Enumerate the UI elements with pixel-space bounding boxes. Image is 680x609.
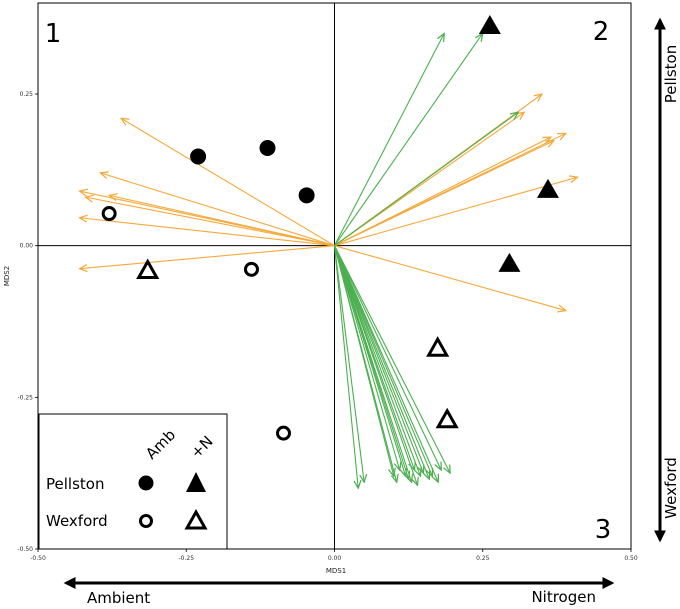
wexford-amb-point-3 <box>276 425 292 441</box>
orange-vector-13 <box>334 177 578 247</box>
pellston-amb-point-1 <box>190 148 207 165</box>
orange-vector-9 <box>334 112 525 247</box>
gradient-label-ambient: Ambient <box>87 589 150 607</box>
gradient-label-nitrogen: Nitrogen <box>531 588 596 606</box>
gradient-label-wexford: Wexford <box>662 457 680 519</box>
pellston-n-point-3 <box>498 252 521 272</box>
quadrant-label-2: 2 <box>593 17 610 47</box>
x-tick-label-2: -0.25 <box>178 555 194 562</box>
x-tick-label-3: 0.00 <box>328 555 342 562</box>
wexford-n-point-2 <box>426 336 450 357</box>
green-vector-11 <box>333 245 412 483</box>
pellston-n-point-1 <box>478 15 501 35</box>
green-vector-19 <box>334 245 442 470</box>
x-axis-label: MDS1 <box>326 567 346 575</box>
orange-vector-1 <box>121 118 335 247</box>
y-axis-label: MDS2 <box>3 266 11 286</box>
legend: Amb +N Pellston Wexford <box>38 413 228 550</box>
green-vector-20 <box>334 245 451 473</box>
orange-vector-14 <box>334 245 566 311</box>
wexford-amb-point-2 <box>243 261 259 277</box>
green-vector-5 <box>333 245 365 483</box>
x-tick-label-4: 0.25 <box>476 555 490 562</box>
legend-marker-pellston-n <box>186 472 206 492</box>
x-tick-label-5: 0.50 <box>624 555 638 562</box>
green-vector-13 <box>333 245 418 486</box>
gradient-label-pellston: Pellston <box>662 45 680 103</box>
orange-vector-4 <box>85 197 335 247</box>
green-vector-3 <box>334 112 519 247</box>
pellston-amb-point-2 <box>259 139 276 156</box>
wexford-n-point-1 <box>136 258 160 280</box>
wexford-amb-point-1 <box>101 206 117 222</box>
green-vector-1 <box>334 33 445 246</box>
green-vector-7 <box>333 245 397 483</box>
legend-row-pellston: Pellston <box>46 475 104 493</box>
x-tick-label-1: -0.50 <box>30 555 46 562</box>
site-points <box>101 15 559 441</box>
pellston-n-point-2 <box>536 178 559 198</box>
orange-vector-7 <box>80 245 335 269</box>
orange-vector-5 <box>109 195 335 247</box>
green-vector-16 <box>333 245 430 480</box>
legend-marker-wexford-n <box>184 508 208 530</box>
y-tick-label-1: 0.25 <box>20 91 34 98</box>
species-vectors <box>80 33 578 488</box>
axis-ticks: -0.50 -0.25 0.00 0.25 0.50 0.25 0.00 -0.25 -0.50 <box>17 91 637 562</box>
quadrant-label-3: 3 <box>595 515 612 545</box>
legend-marker-wexford-amb <box>139 514 153 528</box>
pellston-amb-point-3 <box>298 187 315 204</box>
orange-vector-2 <box>100 173 335 247</box>
green-vector-8 <box>333 245 400 470</box>
orange-vector-6 <box>80 218 335 247</box>
green-vector-14 <box>333 245 421 477</box>
green-vector-18 <box>333 245 439 483</box>
green-vector-4 <box>333 245 359 489</box>
legend-row-wexford: Wexford <box>46 512 108 530</box>
y-tick-label-4: -0.50 <box>17 546 33 553</box>
y-tick-label-2: 0.00 <box>20 243 34 250</box>
orange-vector-12 <box>334 141 554 247</box>
y-tick-label-3: -0.25 <box>17 394 33 401</box>
green-vector-2 <box>334 33 483 246</box>
wexford-n-point-3 <box>435 407 459 429</box>
legend-marker-pellston-amb <box>138 475 154 491</box>
quadrant-label-1: 1 <box>45 19 62 49</box>
